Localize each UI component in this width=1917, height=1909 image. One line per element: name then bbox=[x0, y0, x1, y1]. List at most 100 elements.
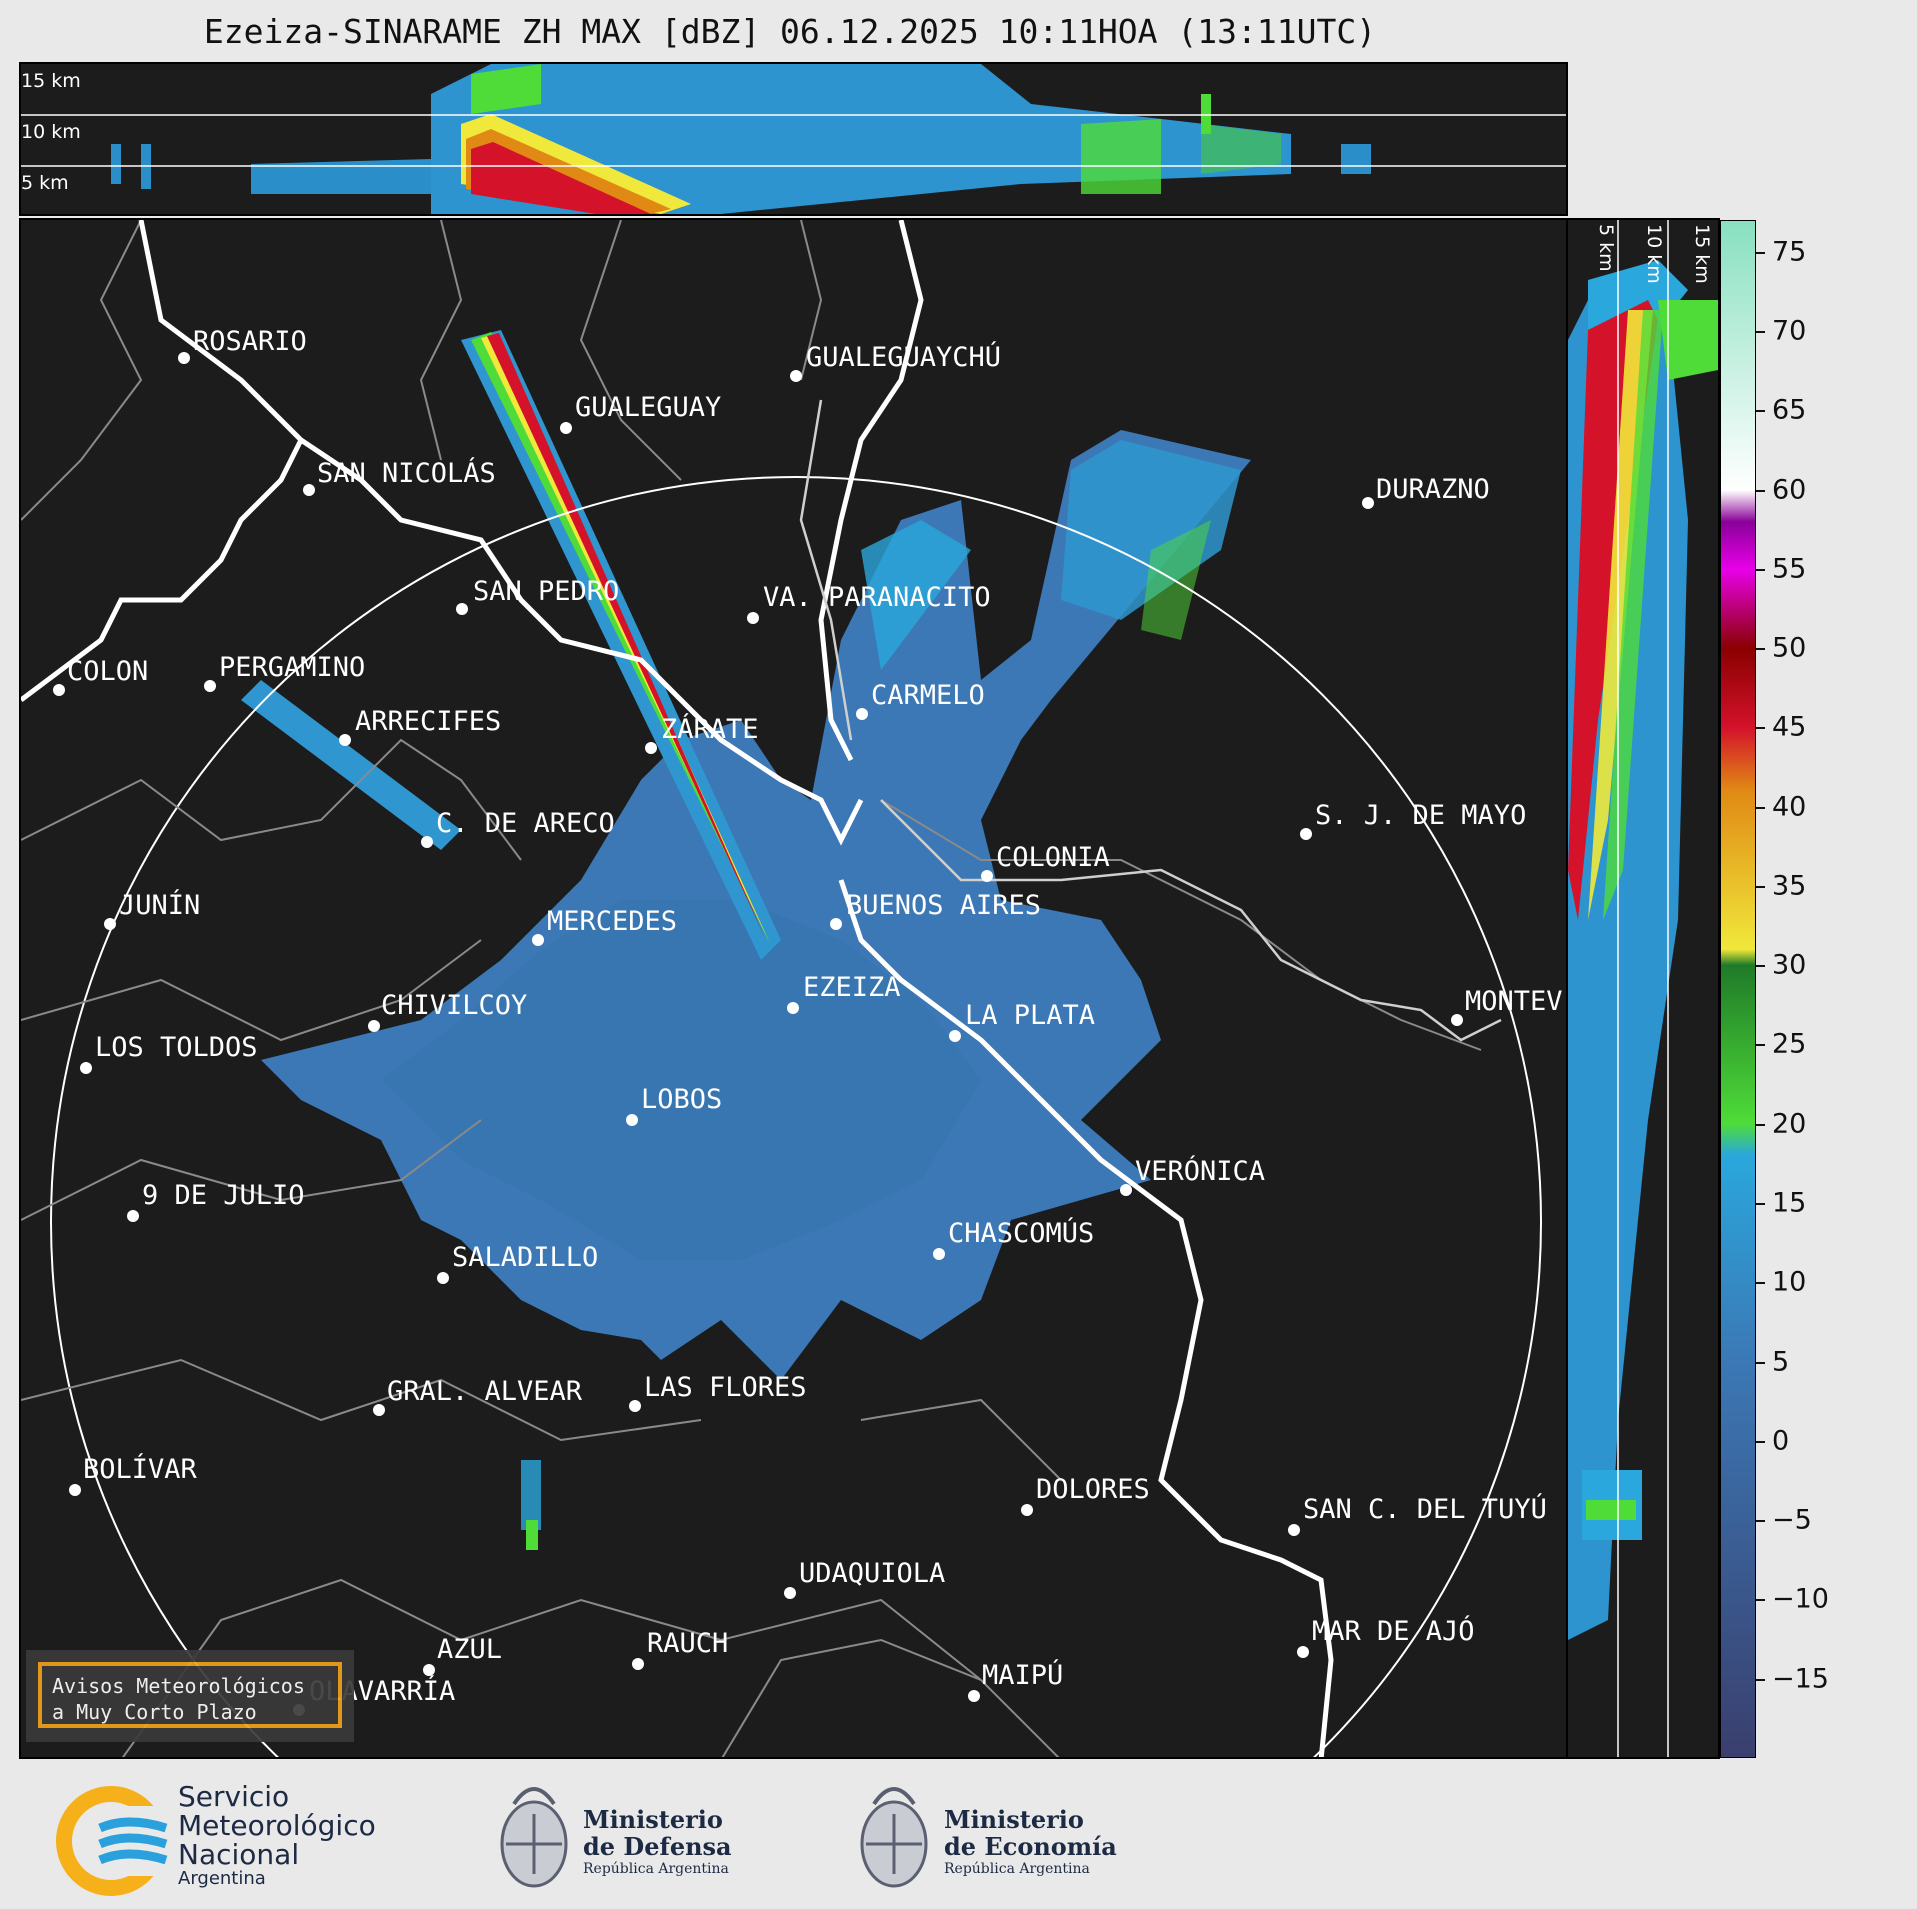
colorbar-tick-label: −15 bbox=[1772, 1663, 1829, 1695]
city-marker-mar-de-ajo bbox=[1297, 1646, 1309, 1658]
side-cross-section-panel: 5 km 10 km 15 km bbox=[1568, 218, 1720, 1759]
city-label-chivilcoy: CHIVILCOY bbox=[381, 990, 527, 1021]
range-ring bbox=[50, 476, 1542, 1757]
side-altitude-label-10km: 10 km bbox=[1643, 224, 1665, 284]
warning-line-2: a Muy Corto Plazo bbox=[52, 1700, 257, 1724]
city-marker-chascomus bbox=[933, 1248, 945, 1260]
smn-line-2: Meteorológico bbox=[178, 1809, 376, 1842]
city-marker-los-toldos bbox=[80, 1062, 92, 1074]
colorbar-tick-label: 30 bbox=[1772, 949, 1807, 981]
city-label-bolivar: BOLÍVAR bbox=[83, 1453, 198, 1485]
colorbar-ticks: 75 70 65 60 55 50 45 40 35 30 25 20 15 10 5 0 −5 −10 −15 bbox=[1756, 220, 1876, 1758]
warning-box-frame[interactable]: Avisos Meteorológicos a Muy Corto Plazo bbox=[38, 1662, 342, 1728]
economia-line-3: República Argentina bbox=[944, 1861, 1090, 1877]
department-boundaries bbox=[21, 220, 1482, 1757]
city-marker-san-pedro bbox=[456, 603, 468, 615]
colorbar bbox=[1720, 220, 1756, 1758]
defensa-logo-text: Ministerio de Defensa República Argentin… bbox=[583, 1806, 732, 1878]
defensa-line-2: de Defensa bbox=[583, 1832, 732, 1861]
city-marker-la-plata bbox=[949, 1030, 961, 1042]
city-marker-maipu bbox=[968, 1690, 980, 1702]
city-label-chascomus: CHASCOMÚS bbox=[948, 1217, 1094, 1249]
city-marker-sjdemayo bbox=[1300, 828, 1312, 840]
city-label-zarate: ZÁRATE bbox=[661, 713, 759, 745]
city-marker-gualeguay bbox=[560, 422, 572, 434]
city-label-san-pedro: SAN PEDRO bbox=[473, 576, 619, 607]
city-label-ezeiza: EZEIZA bbox=[803, 972, 901, 1003]
colorbar-tick-label: 75 bbox=[1772, 236, 1807, 268]
city-label-pergamino: PERGAMINO bbox=[219, 652, 365, 683]
city-marker-cdeareco bbox=[421, 836, 433, 848]
side-echo bbox=[1568, 260, 1718, 1640]
city-label-dolores: DOLORES bbox=[1036, 1474, 1150, 1505]
city-marker-bolivar bbox=[69, 1484, 81, 1496]
smn-line-1: Servicio bbox=[178, 1780, 290, 1813]
smn-logo-icon bbox=[56, 1786, 176, 1896]
city-label-gualeguay: GUALEGUAY bbox=[575, 392, 721, 423]
smn-line-4: Argentina bbox=[178, 1868, 266, 1889]
logo-footer: Servicio Meteorológico Nacional Argentin… bbox=[0, 1760, 1917, 1909]
smn-line-3: Nacional bbox=[178, 1838, 300, 1871]
altitude-label-10km: 10 km bbox=[21, 121, 81, 143]
city-label-buenos-aires: BUENOS AIRES bbox=[846, 890, 1041, 921]
city-marker-mercedes bbox=[532, 934, 544, 946]
city-marker-udaquiola bbox=[784, 1587, 796, 1599]
city-marker-saladillo bbox=[437, 1272, 449, 1284]
city-marker-las-flores bbox=[629, 1400, 641, 1412]
city-label-mar-de-ajo: MAR DE AJÓ bbox=[1312, 1615, 1475, 1647]
colorbar-tick-label: 40 bbox=[1772, 791, 1807, 823]
city-marker-durazno bbox=[1362, 497, 1374, 509]
defensa-shield-icon bbox=[500, 1787, 568, 1888]
city-label-paranacito: VA. PARANACITO bbox=[763, 582, 991, 613]
warning-box[interactable]: Avisos Meteorológicos a Muy Corto Plazo bbox=[26, 1650, 354, 1742]
city-label-montevideo: MONTEV bbox=[1465, 986, 1563, 1017]
warning-line-1: Avisos Meteorológicos bbox=[52, 1674, 305, 1698]
city-label-la-plata: LA PLATA bbox=[965, 1000, 1095, 1031]
city-label-cdeareco: C. DE ARECO bbox=[436, 808, 615, 839]
city-marker-ezeiza bbox=[787, 1002, 799, 1014]
radar-map-svg: ROSARIO GUALEGUAYCHÚ GUALEGUAY SAN NICOL… bbox=[21, 220, 1563, 1757]
city-label-las-flores: LAS FLORES bbox=[644, 1372, 807, 1403]
city-label-9dejulio: 9 DE JULIO bbox=[142, 1180, 305, 1211]
city-label-san-c-del-tuyu: SAN C. DEL TUYÚ bbox=[1303, 1493, 1547, 1525]
economia-logo-text: Ministerio de Economía República Argenti… bbox=[944, 1806, 1117, 1878]
city-label-colonia: COLONIA bbox=[996, 842, 1110, 873]
city-marker-montevideo bbox=[1451, 1014, 1463, 1026]
city-label-mercedes: MERCEDES bbox=[547, 906, 677, 937]
radar-map-panel: ROSARIO GUALEGUAYCHÚ GUALEGUAY SAN NICOL… bbox=[19, 218, 1568, 1759]
colorbar-tick-label: −5 bbox=[1772, 1504, 1812, 1536]
city-marker-colon bbox=[53, 684, 65, 696]
city-markers bbox=[53, 352, 1463, 1716]
colorbar-tick-label: −10 bbox=[1772, 1583, 1829, 1615]
top-echo bbox=[111, 64, 1371, 214]
colorbar-tick-label: 55 bbox=[1772, 553, 1807, 585]
colorbar-tick-label: 25 bbox=[1772, 1028, 1807, 1060]
city-label-gral-alvear: GRAL. ALVEAR bbox=[387, 1376, 583, 1407]
colorbar-tick-label: 15 bbox=[1772, 1187, 1807, 1219]
city-marker-colonia bbox=[981, 870, 993, 882]
city-marker-azul bbox=[423, 1664, 435, 1676]
colorbar-tick-label: 35 bbox=[1772, 870, 1807, 902]
city-marker-arrecifes bbox=[339, 734, 351, 746]
city-label-durazno: DURAZNO bbox=[1376, 474, 1490, 505]
city-label-rosario: ROSARIO bbox=[193, 326, 307, 357]
city-label-veronica: VERÓNICA bbox=[1135, 1155, 1265, 1187]
city-marker-junin bbox=[104, 918, 116, 930]
city-marker-rauch bbox=[632, 1658, 644, 1670]
colorbar-tick-label: 65 bbox=[1772, 394, 1807, 426]
city-marker-buenos-aires bbox=[830, 918, 842, 930]
city-label-gualeguaychu: GUALEGUAYCHÚ bbox=[806, 341, 1001, 373]
colorbar-tick-label: 45 bbox=[1772, 711, 1807, 743]
city-labels: ROSARIO GUALEGUAYCHÚ GUALEGUAY SAN NICOL… bbox=[67, 326, 1563, 1707]
top-cross-section-panel: 15 km 10 km 5 km bbox=[19, 62, 1568, 216]
colorbar-tick-label: 0 bbox=[1772, 1425, 1790, 1457]
city-label-junin: JUNÍN bbox=[119, 889, 200, 921]
economia-line-1: Ministerio bbox=[944, 1805, 1084, 1834]
city-marker-zarate bbox=[645, 742, 657, 754]
altitude-label-5km: 5 km bbox=[21, 172, 69, 194]
radar-echo bbox=[241, 330, 1251, 1550]
city-label-maipu: MAIPÚ bbox=[982, 1659, 1063, 1691]
colorbar-tick-label: 20 bbox=[1772, 1108, 1807, 1140]
colorbar-tick-label: 70 bbox=[1772, 315, 1807, 347]
defensa-line-3: República Argentina bbox=[583, 1861, 729, 1877]
